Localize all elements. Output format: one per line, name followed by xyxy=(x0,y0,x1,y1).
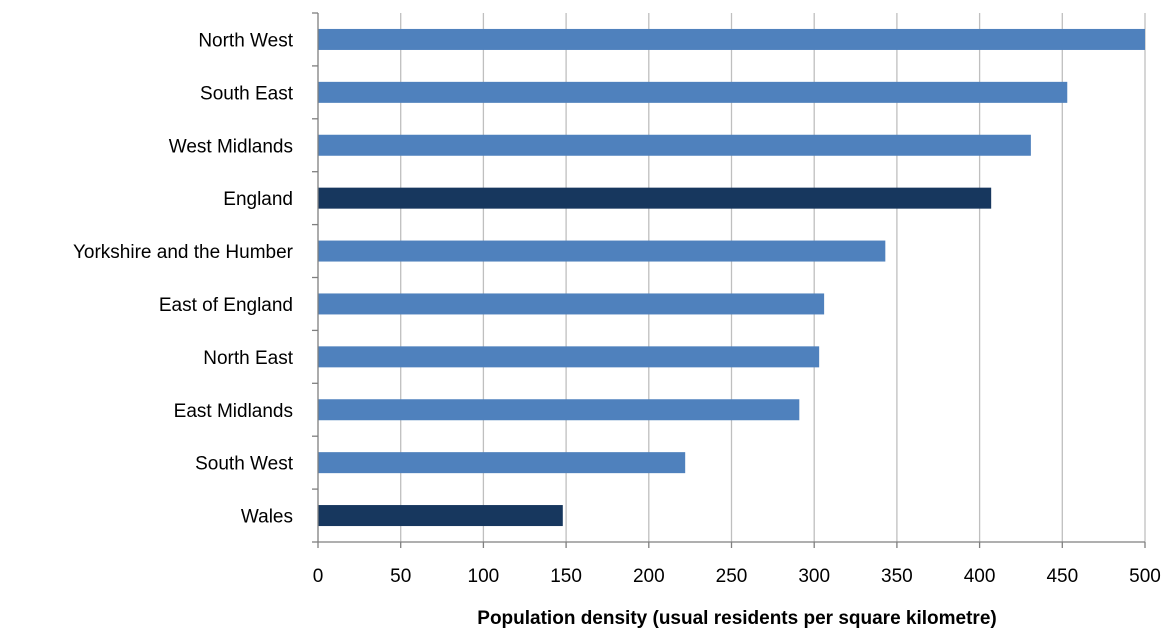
category-label: Yorkshire and the Humber xyxy=(73,242,294,263)
bar xyxy=(318,134,1031,156)
category-label: South West xyxy=(195,454,294,475)
category-label: North West xyxy=(198,30,293,51)
x-tick-label: 0 xyxy=(313,566,324,587)
x-tick-label: 250 xyxy=(716,566,748,587)
x-tick-label: 100 xyxy=(468,566,500,587)
bar xyxy=(318,187,992,209)
labels: 0 50 100 150 200 250 300 350 400 450 500 North West… xyxy=(73,30,1161,587)
x-tick-label: 150 xyxy=(550,566,582,587)
x-tick-label: 200 xyxy=(633,566,665,587)
bar xyxy=(318,293,825,315)
bar xyxy=(318,452,686,474)
bars xyxy=(318,28,1145,527)
axes xyxy=(312,12,1146,548)
bar xyxy=(318,505,563,527)
x-tick-label: 500 xyxy=(1129,566,1161,587)
bar xyxy=(318,240,886,262)
x-axis-title: Population density (usual residents per … xyxy=(477,608,996,629)
category-label: England xyxy=(223,189,293,210)
bar xyxy=(318,399,800,421)
x-tick-label: 50 xyxy=(390,566,411,587)
category-label: North East xyxy=(203,348,293,369)
category-label: West Midlands xyxy=(169,136,293,157)
category-label: East Midlands xyxy=(174,401,293,422)
bar xyxy=(318,346,820,368)
bar xyxy=(318,81,1068,103)
x-tick-label: 300 xyxy=(798,566,830,587)
category-label: Wales xyxy=(241,507,293,528)
x-tick-label: 450 xyxy=(1046,566,1078,587)
x-tick-label: 350 xyxy=(881,566,913,587)
bar xyxy=(318,28,1145,50)
category-label: South East xyxy=(200,83,294,104)
x-tick-label: 400 xyxy=(964,566,996,587)
category-label: East of England xyxy=(159,295,293,316)
